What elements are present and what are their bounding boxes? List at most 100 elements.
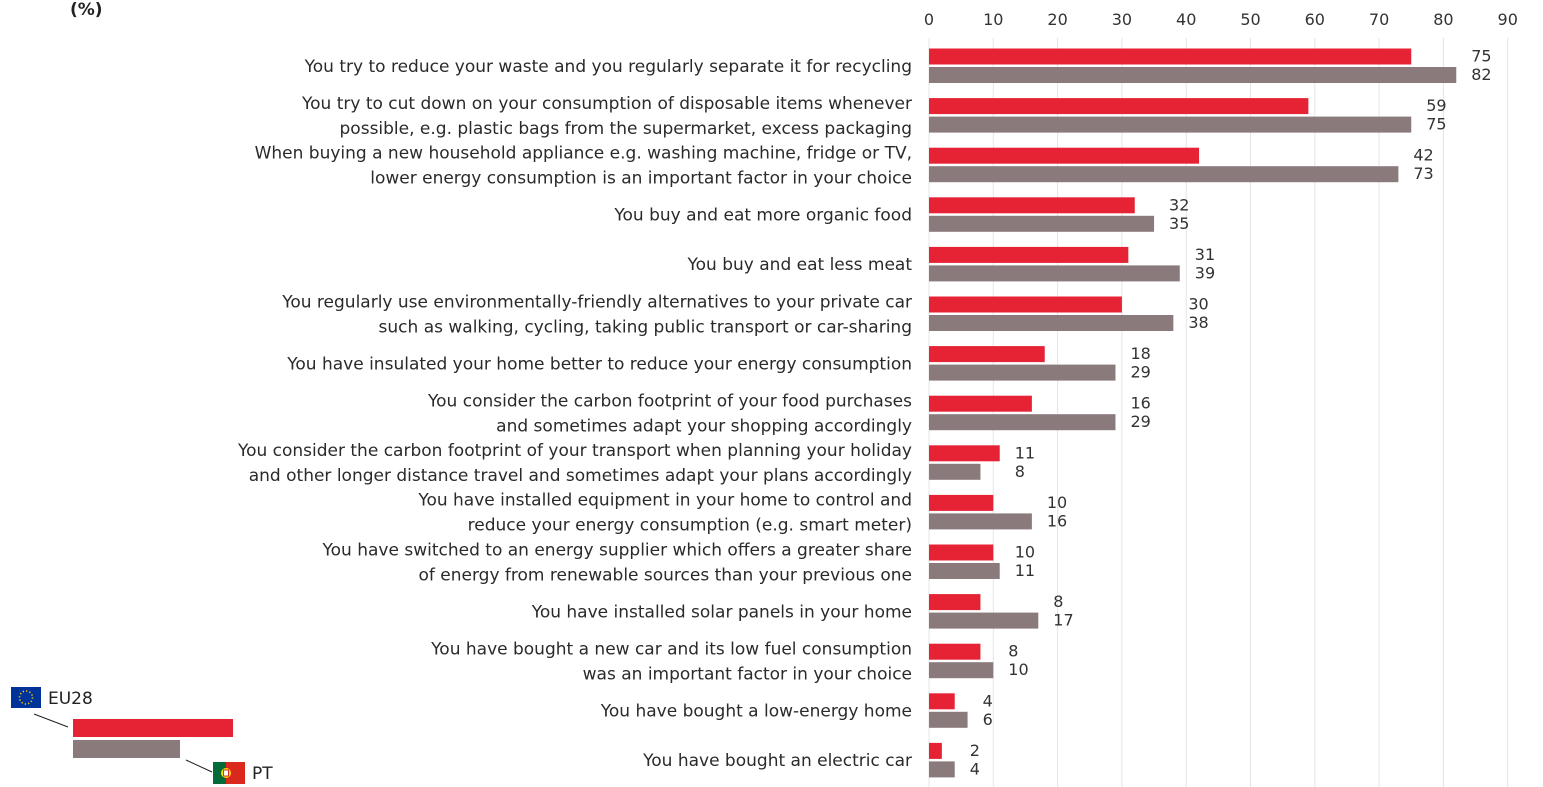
category-label: You have installed equipment in your hom…	[417, 491, 912, 511]
category-label: You have bought a low-energy home	[600, 702, 912, 722]
value-label-eu28: 75	[1471, 47, 1491, 66]
legend: EU28 PT	[11, 687, 273, 784]
value-label-eu28: 30	[1188, 295, 1208, 314]
bar-pt	[929, 711, 968, 728]
bar-pt	[929, 364, 1116, 381]
bar-eu28	[929, 445, 1000, 462]
bar-pt	[929, 116, 1412, 133]
value-label-pt: 29	[1130, 412, 1150, 431]
bar-eu28	[929, 643, 981, 660]
legend-label-eu: EU28	[48, 689, 93, 709]
bar-eu28	[929, 544, 994, 561]
unit-label: (%)	[70, 0, 103, 20]
x-axis-ticks: 0 10 20 30 40 50 60 70 80 90	[924, 10, 1518, 29]
value-label-pt: 17	[1053, 611, 1073, 630]
x-tick-label: 10	[983, 10, 1003, 29]
value-label-eu28: 2	[970, 741, 980, 760]
bar-eu28	[929, 594, 981, 611]
category-label: You have insulated your home better to r…	[286, 354, 912, 374]
x-tick-label: 30	[1112, 10, 1132, 29]
value-label-eu28: 31	[1195, 245, 1215, 264]
value-label-eu28: 59	[1426, 96, 1446, 115]
bar-pt	[929, 761, 955, 778]
category-label: You try to reduce your waste and you reg…	[304, 57, 912, 77]
category-label: reduce your energy consumption (e.g. sma…	[468, 516, 912, 536]
value-label-pt: 16	[1047, 511, 1067, 530]
value-label-eu28: 42	[1413, 146, 1433, 165]
legend-connector-eu	[33, 713, 69, 728]
x-tick-label: 90	[1498, 10, 1518, 29]
bars	[929, 48, 1457, 778]
category-label: and other longer distance travel and som…	[249, 466, 912, 486]
category-label: You regularly use environmentally-friend…	[281, 292, 912, 312]
bar-eu28	[929, 494, 994, 511]
category-label: was an important factor in your choice	[583, 664, 912, 684]
value-label-eu28: 8	[1053, 592, 1063, 611]
value-label-pt: 10	[1008, 660, 1028, 679]
category-label: of energy from renewable sources than yo…	[419, 565, 913, 585]
value-label-eu28: 4	[983, 691, 993, 710]
value-label-pt: 73	[1413, 164, 1433, 183]
category-label: lower energy consumption is an important…	[370, 168, 912, 188]
value-label-eu28: 10	[1015, 543, 1035, 562]
category-label: You consider the carbon footprint of you…	[237, 441, 912, 461]
value-label-pt: 75	[1426, 115, 1446, 134]
bar-pt	[929, 563, 1000, 579]
bar-pt	[929, 463, 981, 480]
bar-pt	[929, 265, 1180, 282]
legend-swatch-pt	[73, 740, 180, 758]
category-label: such as walking, cycling, taking public …	[379, 317, 912, 337]
category-label: When buying a new household appliance e.…	[255, 143, 912, 163]
bar-eu28	[929, 147, 1200, 164]
bar-pt	[929, 67, 1457, 83]
bar-pt	[929, 166, 1399, 183]
x-tick-label: 70	[1369, 10, 1389, 29]
value-label-pt: 82	[1471, 65, 1491, 84]
value-label-eu28: 16	[1130, 394, 1150, 413]
value-label-eu28: 32	[1169, 195, 1189, 214]
value-label-pt: 38	[1188, 313, 1208, 332]
category-labels: You try to reduce your waste and you reg…	[237, 57, 912, 771]
bar-eu28	[929, 246, 1129, 263]
x-tick-label: 40	[1176, 10, 1196, 29]
bar-pt	[929, 315, 1174, 331]
value-label-eu28: 11	[1015, 443, 1035, 462]
value-label-pt: 8	[1015, 462, 1025, 481]
category-label: You buy and eat less meat	[687, 255, 913, 275]
bar-pt	[929, 662, 994, 679]
value-label-pt: 39	[1195, 263, 1215, 282]
bar-eu28	[929, 693, 955, 710]
bar-pt	[929, 215, 1155, 232]
bar-eu28	[929, 395, 1032, 412]
x-tick-label: 60	[1305, 10, 1325, 29]
category-label: possible, e.g. plastic bags from the sup…	[340, 119, 912, 139]
x-tick-label: 80	[1433, 10, 1453, 29]
value-label-pt: 29	[1130, 363, 1150, 382]
legend-connector-pt	[185, 759, 213, 773]
gridlines	[928, 38, 1509, 787]
bar-pt	[929, 612, 1039, 629]
value-label-pt: 4	[970, 759, 980, 778]
x-tick-label: 50	[1240, 10, 1260, 29]
category-label: You try to cut down on your consumption …	[301, 94, 912, 114]
value-label-eu28: 18	[1130, 344, 1150, 363]
category-label: You have switched to an energy supplier …	[322, 540, 912, 560]
value-labels: 7582597542733235313930381829162911810161…	[970, 47, 1492, 779]
bar-eu28	[929, 98, 1309, 115]
category-label: and sometimes adapt your shopping accord…	[496, 416, 912, 436]
bar-eu28	[929, 296, 1122, 313]
x-tick-label: 0	[924, 10, 934, 29]
legend-swatch-eu	[73, 719, 233, 737]
category-label: You have installed solar panels in your …	[531, 602, 912, 622]
value-label-eu28: 8	[1008, 642, 1018, 661]
portugal-flag-icon	[213, 762, 245, 784]
category-label: You buy and eat more organic food	[613, 206, 912, 226]
x-tick-label: 20	[1047, 10, 1067, 29]
value-label-pt: 35	[1169, 214, 1189, 233]
value-label-eu28: 10	[1047, 493, 1067, 512]
category-label: You have bought a new car and its low fu…	[430, 639, 912, 659]
category-label: You consider the carbon footprint of you…	[427, 391, 912, 411]
bar-pt	[929, 414, 1116, 431]
bar-eu28	[929, 346, 1045, 363]
